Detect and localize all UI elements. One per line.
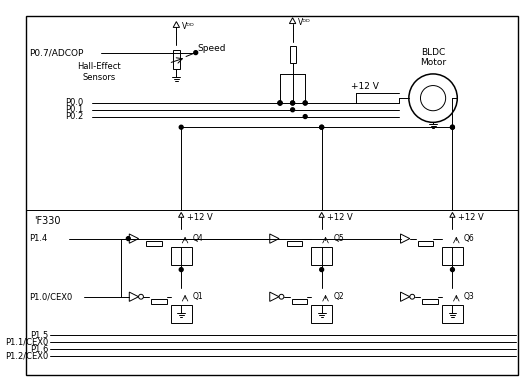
Text: Q2: Q2 [333,292,344,301]
Circle shape [180,268,183,271]
Bar [422,299,438,304]
Circle shape [291,101,295,105]
Text: P1.6: P1.6 [30,344,49,353]
Text: P0.2: P0.2 [65,112,83,121]
Bar [311,305,332,323]
Circle shape [303,101,307,105]
Bar [442,305,463,323]
Circle shape [278,101,282,105]
Text: P0.1: P0.1 [65,105,83,114]
Text: Speed: Speed [197,44,226,53]
Bar [291,299,307,304]
Circle shape [450,125,455,129]
Text: Q1: Q1 [193,292,203,301]
Bar [311,248,332,265]
Text: P1.2/CEX0: P1.2/CEX0 [5,352,49,361]
Text: Q3: Q3 [464,292,475,301]
Text: Vᴰᴰ: Vᴰᴰ [298,18,311,27]
Text: Hall-Effect
Sensors: Hall-Effect Sensors [77,62,121,82]
Circle shape [126,237,130,240]
Text: P1.4: P1.4 [29,234,48,243]
Text: 'F330: 'F330 [34,216,61,226]
Text: +12 V: +12 V [327,213,353,222]
Circle shape [194,51,197,55]
Text: +12 V: +12 V [351,82,379,91]
Circle shape [320,125,324,129]
Bar [171,305,192,323]
Text: +12 V: +12 V [458,213,484,222]
Bar [287,241,303,246]
Circle shape [450,268,455,271]
Text: Q4: Q4 [193,234,204,243]
Circle shape [320,268,324,271]
Text: P0.7/ADCOP: P0.7/ADCOP [29,48,83,57]
Bar [442,248,463,265]
Text: P1.1/CEX0: P1.1/CEX0 [5,338,49,347]
Bar [171,248,192,265]
Bar [146,241,162,246]
Circle shape [291,108,295,112]
Circle shape [303,101,307,105]
Bar [173,50,180,69]
Text: Vᴰᴰ: Vᴰᴰ [182,22,195,31]
Circle shape [278,101,282,105]
Text: P1.0/CEX0: P1.0/CEX0 [29,292,72,301]
Text: P1.5: P1.5 [30,331,49,340]
Circle shape [303,115,307,118]
Text: Q5: Q5 [333,234,344,243]
Circle shape [291,101,295,105]
Circle shape [450,125,455,129]
Circle shape [180,125,183,129]
Bar [418,241,433,246]
Bar [151,299,167,304]
Text: Q6: Q6 [464,234,475,243]
Bar [290,46,296,63]
Circle shape [320,125,324,129]
Circle shape [278,101,282,105]
Text: P0.0: P0.0 [65,99,83,108]
Text: BLDC
Motor: BLDC Motor [420,48,446,67]
Text: +12 V: +12 V [187,213,213,222]
